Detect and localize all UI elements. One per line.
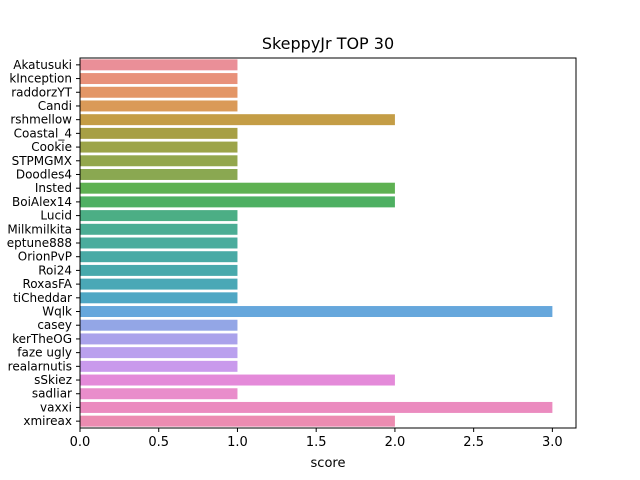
y-tick-label: vaxxi [40, 400, 72, 414]
bar-3 [80, 100, 238, 112]
bar-25 [80, 401, 553, 413]
bar-20 [80, 333, 238, 345]
bar-16 [80, 278, 238, 290]
bar-17 [80, 292, 238, 304]
x-tick-label: 1.0 [227, 435, 248, 450]
x-tick-label: 0.0 [70, 435, 91, 450]
y-tick-label: Akatusuki [13, 58, 72, 72]
y-tick-label: casey [37, 318, 72, 332]
y-tick-label: OrionPvP [18, 250, 72, 264]
bar-18 [80, 306, 553, 317]
y-tick-label: sadliar [32, 387, 72, 401]
y-tick-label: xmireax [23, 414, 72, 428]
bar-26 [80, 415, 395, 427]
bar-24 [80, 388, 238, 400]
y-tick-label: Wqlk [42, 305, 72, 319]
bar-4 [80, 114, 395, 126]
x-axis-label: score [311, 456, 346, 471]
y-tick-label: Insted [35, 181, 72, 195]
bar-7 [80, 155, 238, 167]
y-tick-label: Lucid [40, 209, 72, 223]
bar-2 [80, 86, 238, 98]
bar-19 [80, 319, 238, 331]
y-tick-label: kInception [9, 72, 72, 86]
bar-6 [80, 141, 238, 153]
y-tick-label: raddorzYT [11, 85, 72, 99]
y-tick-label: RoxasFA [23, 277, 73, 291]
y-tick-label: rshmellow [10, 113, 72, 127]
bar-12 [80, 223, 238, 235]
bars [80, 59, 553, 427]
bar-11 [80, 210, 238, 222]
y-tick-label: Candi [38, 99, 72, 113]
y-tick-label: Doodles4 [16, 167, 72, 181]
bar-8 [80, 169, 238, 180]
plot-frame [79, 57, 577, 429]
y-tick-label: eptune888 [7, 236, 72, 250]
bar-5 [80, 127, 238, 139]
chart-title: SkeppyJr TOP 30 [262, 34, 394, 53]
bar-13 [80, 237, 238, 249]
bar-15 [80, 264, 238, 276]
y-tick-label: Coastal_4 [14, 126, 72, 140]
bar-23 [80, 374, 395, 386]
x-tick-label: 3.0 [542, 435, 563, 450]
x-tick-label: 0.5 [148, 435, 169, 450]
bar-0 [80, 59, 238, 71]
y-tick-label: Milkmilkita [7, 222, 72, 236]
y-tick-label: BoiAlex14 [12, 195, 72, 209]
bar-10 [80, 196, 395, 208]
y-tick-label: Cookie [31, 140, 72, 154]
x-ticks: 0.0 0.5 1.0 1.5 2.0 2.5 3.0 [70, 428, 563, 450]
x-tick-label: 2.5 [463, 435, 484, 450]
bar-21 [80, 347, 238, 359]
bar-22 [80, 360, 238, 372]
bar-9 [80, 182, 395, 194]
y-tick-label: kerTheOG [12, 332, 72, 346]
y-tick-label: STPMGMX [12, 154, 72, 168]
y-tick-label: faze ugly [17, 346, 72, 360]
y-tick-label: realarnutis [8, 359, 72, 373]
bar-14 [80, 251, 238, 263]
y-tick-label: sSkiez [34, 373, 72, 387]
y-tick-labels: AkatusukikInceptionraddorzYTCandirshmell… [7, 58, 80, 428]
x-tick-label: 1.5 [306, 435, 327, 450]
y-tick-label: Roi24 [38, 263, 72, 277]
y-tick-label: tiCheddar [13, 291, 72, 305]
x-tick-label: 2.0 [385, 435, 406, 450]
bar-1 [80, 73, 238, 85]
